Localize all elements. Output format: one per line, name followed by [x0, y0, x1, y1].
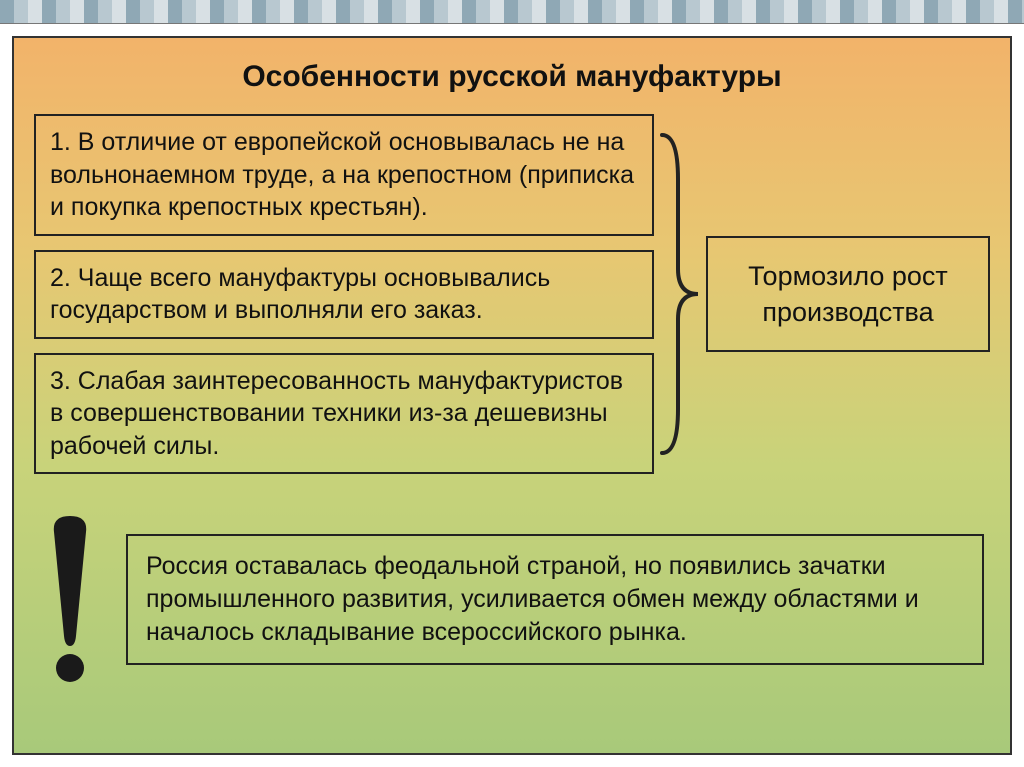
features-column: 1. В отличие от европейской основывалась…	[34, 114, 654, 474]
slide-title: Особенности русской мануфактуры	[34, 60, 990, 94]
conclusion-box: Россия оставалась феодальной страной, но…	[126, 534, 984, 665]
feature-box-3: 3. Слабая заинтересованность мануфактури…	[34, 353, 654, 475]
upper-section: 1. В отличие от европейской основывалась…	[34, 114, 990, 474]
lower-section: Россия оставалась феодальной страной, но…	[34, 514, 990, 684]
feature-box-2: 2. Чаще всего мануфактуры основывались г…	[34, 250, 654, 339]
slide: Особенности русской мануфактуры 1. В отл…	[0, 24, 1024, 767]
exclamation-container	[40, 514, 100, 684]
slide-panel: Особенности русской мануфактуры 1. В отл…	[12, 36, 1012, 755]
presentation-topbar	[0, 0, 1024, 24]
brace-container	[654, 129, 706, 459]
curly-brace-icon	[658, 129, 702, 459]
exclamation-icon	[42, 514, 98, 684]
result-box: Тормозило рост производства	[706, 236, 990, 353]
feature-box-1: 1. В отличие от европейской основывалась…	[34, 114, 654, 236]
